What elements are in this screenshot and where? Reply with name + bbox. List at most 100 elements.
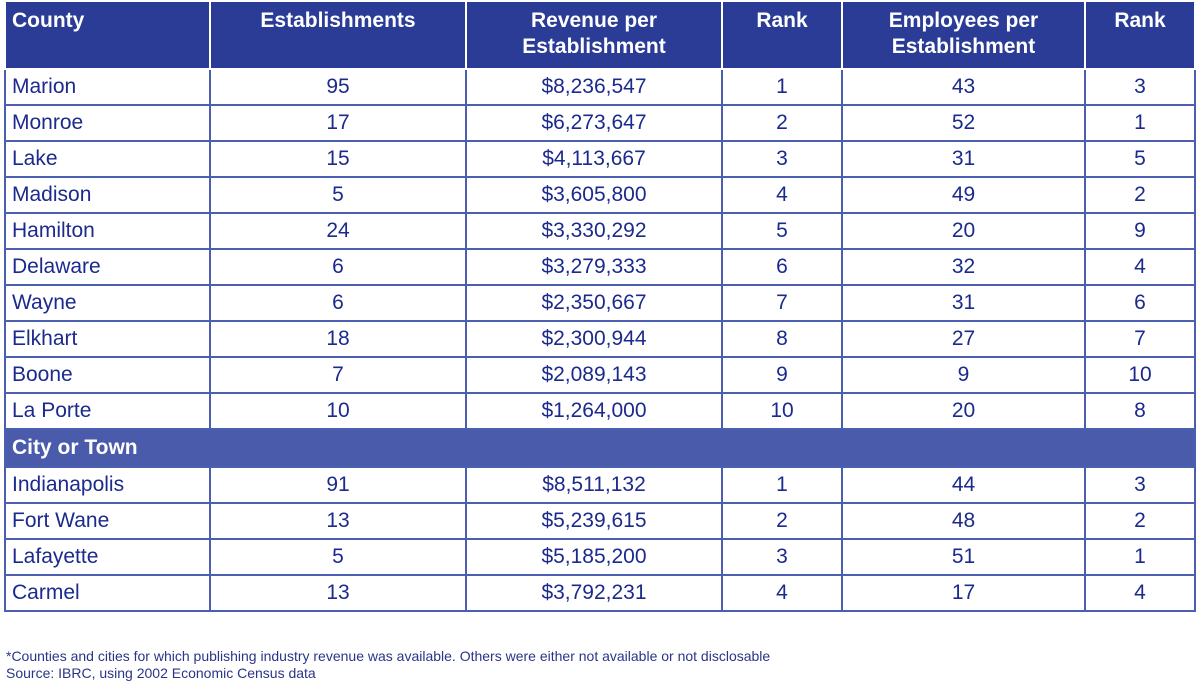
cell-revenue-rank: 1 (721, 466, 843, 504)
cell-revenue-rank: 4 (721, 176, 843, 214)
cell-revenue-rank: 8 (721, 320, 843, 358)
cell-revenue-rank: 10 (721, 392, 843, 430)
header-row: County Establishments Revenue per Establ… (4, 0, 1196, 70)
cell-employees-rank: 5 (1084, 140, 1196, 178)
cell-name: Lake (4, 140, 211, 178)
cell-name: Delaware (4, 248, 211, 286)
cell-establishments: 24 (209, 212, 467, 250)
header-county: County (4, 0, 211, 70)
cell-name: Elkhart (4, 320, 211, 358)
table-row: Fort Wane 13 $5,239,615 2 48 2 (4, 502, 1196, 540)
cell-employees: 43 (841, 68, 1086, 106)
cell-name: Indianapolis (4, 466, 211, 504)
cell-employees-rank: 1 (1084, 538, 1196, 576)
cell-employees: 17 (841, 574, 1086, 612)
cell-revenue-rank: 1 (721, 68, 843, 106)
cell-name: Madison (4, 176, 211, 214)
cell-name: Carmel (4, 574, 211, 612)
cell-employees-rank: 3 (1084, 466, 1196, 504)
cell-revenue-rank: 4 (721, 574, 843, 612)
cell-revenue: $4,113,667 (465, 140, 723, 178)
cell-employees-rank: 1 (1084, 104, 1196, 142)
cell-name: Boone (4, 356, 211, 394)
cell-establishments: 13 (209, 574, 467, 612)
table-row: Lake 15 $4,113,667 3 31 5 (4, 140, 1196, 178)
cell-employees: 51 (841, 538, 1086, 576)
cell-establishments: 5 (209, 538, 467, 576)
section-row: City or Town (4, 428, 1196, 468)
cell-employees-rank: 7 (1084, 320, 1196, 358)
cell-establishments: 18 (209, 320, 467, 358)
cell-revenue-rank: 7 (721, 284, 843, 322)
table-row: Marion 95 $8,236,547 1 43 3 (4, 68, 1196, 106)
table-row: Elkhart 18 $2,300,944 8 27 7 (4, 320, 1196, 358)
cell-establishments: 95 (209, 68, 467, 106)
cell-name: Monroe (4, 104, 211, 142)
table-row: Wayne 6 $2,350,667 7 31 6 (4, 284, 1196, 322)
header-employees-per-establishment: Employees per Establishment (841, 0, 1086, 70)
data-table: County Establishments Revenue per Establ… (4, 0, 1196, 612)
table-row: Delaware 6 $3,279,333 6 32 4 (4, 248, 1196, 286)
cell-establishments: 5 (209, 176, 467, 214)
table-body: Marion 95 $8,236,547 1 43 3 Monroe 17 $6,273,647… (4, 68, 1196, 612)
cell-revenue: $3,792,231 (465, 574, 723, 612)
table-row: Carmel 13 $3,792,231 4 17 4 (4, 574, 1196, 612)
cell-establishments: 17 (209, 104, 467, 142)
cell-employees: 49 (841, 176, 1086, 214)
table-notes: *Counties and cities for which publishin… (6, 648, 1192, 682)
table-row: Monroe 17 $6,273,647 2 52 1 (4, 104, 1196, 142)
table-row: Boone 7 $2,089,143 9 9 10 (4, 356, 1196, 394)
cell-establishments: 6 (209, 248, 467, 286)
cell-name: Wayne (4, 284, 211, 322)
cell-name: Fort Wane (4, 502, 211, 540)
cell-establishments: 10 (209, 392, 467, 430)
cell-employees: 31 (841, 140, 1086, 178)
cell-revenue: $8,511,132 (465, 466, 723, 504)
header-employees-rank: Rank (1084, 0, 1196, 70)
cell-revenue: $3,279,333 (465, 248, 723, 286)
table-row: Hamilton 24 $3,330,292 5 20 9 (4, 212, 1196, 250)
cell-employees-rank: 2 (1084, 502, 1196, 540)
cell-employees-rank: 4 (1084, 248, 1196, 286)
cell-revenue-rank: 5 (721, 212, 843, 250)
cell-revenue: $8,236,547 (465, 68, 723, 106)
table-row: Madison 5 $3,605,800 4 49 2 (4, 176, 1196, 214)
header-establishments: Establishments (209, 0, 467, 70)
section-label: City or Town (4, 428, 1196, 468)
cell-revenue-rank: 3 (721, 538, 843, 576)
cell-name: La Porte (4, 392, 211, 430)
cell-employees-rank: 3 (1084, 68, 1196, 106)
cell-revenue: $5,239,615 (465, 502, 723, 540)
cell-name: Marion (4, 68, 211, 106)
table-row: Lafayette 5 $5,185,200 3 51 1 (4, 538, 1196, 576)
table-row: Indianapolis 91 $8,511,132 1 44 3 (4, 466, 1196, 504)
cell-revenue-rank: 2 (721, 502, 843, 540)
cell-establishments: 15 (209, 140, 467, 178)
cell-revenue: $6,273,647 (465, 104, 723, 142)
cell-employees: 9 (841, 356, 1086, 394)
header-revenue-rank: Rank (721, 0, 843, 70)
table-row: La Porte 10 $1,264,000 10 20 8 (4, 392, 1196, 430)
cell-employees: 48 (841, 502, 1086, 540)
cell-revenue: $3,330,292 (465, 212, 723, 250)
cell-establishments: 91 (209, 466, 467, 504)
cell-employees-rank: 9 (1084, 212, 1196, 250)
cell-employees-rank: 6 (1084, 284, 1196, 322)
cell-employees: 27 (841, 320, 1086, 358)
cell-employees: 32 (841, 248, 1086, 286)
cell-employees: 52 (841, 104, 1086, 142)
cell-revenue: $2,300,944 (465, 320, 723, 358)
cell-employees: 20 (841, 212, 1086, 250)
cell-revenue: $1,264,000 (465, 392, 723, 430)
cell-name: Hamilton (4, 212, 211, 250)
footnote: *Counties and cities for which publishin… (6, 648, 771, 664)
cell-establishments: 7 (209, 356, 467, 394)
cell-revenue: $2,350,667 (465, 284, 723, 322)
cell-establishments: 13 (209, 502, 467, 540)
cell-employees: 31 (841, 284, 1086, 322)
cell-revenue-rank: 2 (721, 104, 843, 142)
cell-employees-rank: 4 (1084, 574, 1196, 612)
cell-employees: 20 (841, 392, 1086, 430)
cell-revenue: $5,185,200 (465, 538, 723, 576)
